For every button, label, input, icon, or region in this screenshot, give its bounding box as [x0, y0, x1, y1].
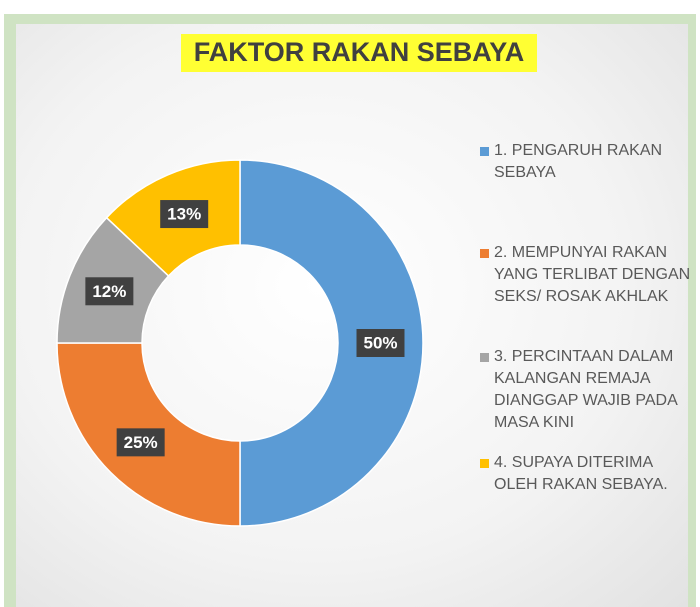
- legend-swatch: [480, 249, 489, 258]
- chart-title: FAKTOR RAKAN SEBAYA: [194, 37, 525, 67]
- data-label: 50%: [363, 333, 397, 352]
- data-label-box: [356, 329, 405, 357]
- legend-entry: 3. PERCINTAAN DALAM KALANGAN REMAJA DIAN…: [480, 346, 699, 434]
- data-label: 25%: [124, 433, 158, 452]
- legend-swatch: [480, 353, 489, 362]
- legend-entry: 2. MEMPUNYAI RAKAN YANG TERLIBAT DENGAN …: [480, 242, 699, 308]
- legend-swatch: [480, 147, 489, 156]
- data-label: 12%: [92, 282, 126, 301]
- data-label-box: [116, 428, 165, 457]
- legend-label: 4. SUPAYA DITERIMA OLEH RAKAN SEBAYA.: [494, 454, 668, 493]
- data-label-box: [160, 200, 209, 229]
- title-highlight: [181, 34, 537, 72]
- legend-label: 2. MEMPUNYAI RAKAN YANG TERLIBAT DENGAN …: [494, 244, 691, 305]
- data-label: 13%: [167, 205, 201, 224]
- legend-entry: 4. SUPAYA DITERIMA OLEH RAKAN SEBAYA.: [480, 452, 699, 496]
- legend-label: 3. PERCINTAAN DALAM KALANGAN REMAJA DIAN…: [494, 348, 677, 431]
- legend-swatch: [480, 459, 489, 468]
- legend-entry: 1. PENGARUH RAKAN SEBAYA: [480, 140, 699, 184]
- donut-slice: [239, 159, 424, 527]
- data-label-box: [85, 277, 134, 306]
- legend-label: 1. PENGARUH RAKAN SEBAYA: [494, 142, 663, 181]
